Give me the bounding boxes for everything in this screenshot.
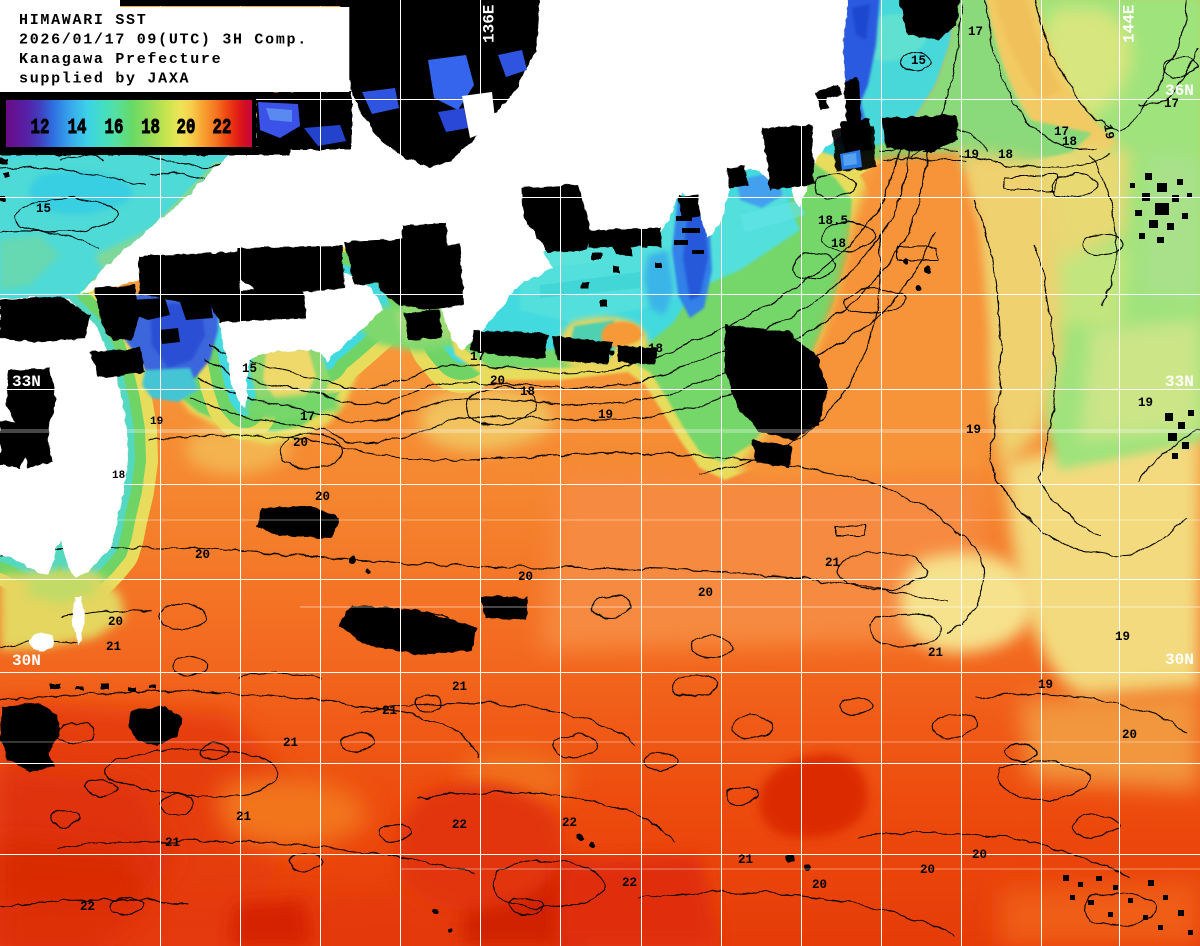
svg-text:16: 16 xyxy=(105,116,124,140)
svg-text:22: 22 xyxy=(452,818,467,832)
svg-text:22: 22 xyxy=(622,876,637,890)
svg-text:18: 18 xyxy=(1062,135,1077,149)
svg-text:supplied by JAXA: supplied by JAXA xyxy=(19,71,190,88)
svg-text:20: 20 xyxy=(920,863,935,877)
svg-text:20: 20 xyxy=(293,436,308,450)
svg-text:15: 15 xyxy=(242,362,257,376)
svg-text:21: 21 xyxy=(165,836,180,850)
svg-text:20: 20 xyxy=(195,548,210,562)
svg-text:20: 20 xyxy=(1122,728,1137,742)
svg-text:2026/01/17 09(UTC) 3H Comp.: 2026/01/17 09(UTC) 3H Comp. xyxy=(19,32,308,49)
svg-text:21: 21 xyxy=(928,646,943,660)
svg-text:20: 20 xyxy=(490,374,505,388)
svg-text:19: 19 xyxy=(1115,630,1130,644)
svg-text:20: 20 xyxy=(177,116,196,140)
svg-text:22: 22 xyxy=(80,900,95,914)
svg-text:14: 14 xyxy=(68,116,87,140)
svg-text:19: 19 xyxy=(1038,678,1053,692)
svg-text:21: 21 xyxy=(452,680,467,694)
svg-text:144E: 144E xyxy=(1121,5,1139,43)
svg-text:36N: 36N xyxy=(1165,82,1194,100)
svg-text:136E: 136E xyxy=(481,5,499,43)
svg-text:18.5: 18.5 xyxy=(818,214,848,228)
svg-text:21: 21 xyxy=(738,853,753,867)
svg-text:18: 18 xyxy=(648,342,663,356)
svg-text:12: 12 xyxy=(31,116,50,140)
svg-text:19: 19 xyxy=(922,142,937,156)
svg-text:Kanagawa Prefecture: Kanagawa Prefecture xyxy=(19,51,222,68)
svg-text:30N: 30N xyxy=(1165,651,1194,669)
svg-text:20: 20 xyxy=(315,490,330,504)
svg-text:20: 20 xyxy=(972,848,987,862)
svg-text:20: 20 xyxy=(698,586,713,600)
svg-text:22: 22 xyxy=(213,116,232,140)
svg-text:17: 17 xyxy=(470,350,485,364)
svg-text:20: 20 xyxy=(108,615,123,629)
svg-text:15: 15 xyxy=(911,54,926,68)
svg-text:21: 21 xyxy=(106,640,121,654)
svg-text:21: 21 xyxy=(236,810,251,824)
svg-text:19: 19 xyxy=(598,408,613,422)
svg-text:17: 17 xyxy=(1054,125,1069,139)
svg-text:20: 20 xyxy=(518,570,533,584)
svg-text:21: 21 xyxy=(283,736,298,750)
svg-text:18: 18 xyxy=(112,470,126,482)
svg-text:21: 21 xyxy=(382,704,397,718)
svg-text:19: 19 xyxy=(1138,396,1153,410)
svg-text:18: 18 xyxy=(520,385,535,399)
svg-text:33N: 33N xyxy=(12,373,41,391)
svg-text:20: 20 xyxy=(812,878,827,892)
svg-text:19: 19 xyxy=(964,148,979,162)
svg-text:21: 21 xyxy=(825,556,840,570)
svg-text:33N: 33N xyxy=(1165,373,1194,391)
svg-text:18: 18 xyxy=(141,116,160,140)
svg-text:17: 17 xyxy=(1164,97,1179,111)
svg-text:18: 18 xyxy=(998,148,1013,162)
svg-text:18: 18 xyxy=(831,237,846,251)
svg-text:17: 17 xyxy=(300,410,315,424)
svg-text:17: 17 xyxy=(968,25,983,39)
svg-text:19: 19 xyxy=(150,416,163,428)
svg-text:19: 19 xyxy=(1100,123,1116,140)
svg-text:22: 22 xyxy=(562,816,577,830)
svg-text:15: 15 xyxy=(36,202,51,216)
svg-text:19: 19 xyxy=(966,423,981,437)
svg-text:30N: 30N xyxy=(12,652,41,670)
svg-text:HIMAWARI SST: HIMAWARI SST xyxy=(19,12,147,29)
